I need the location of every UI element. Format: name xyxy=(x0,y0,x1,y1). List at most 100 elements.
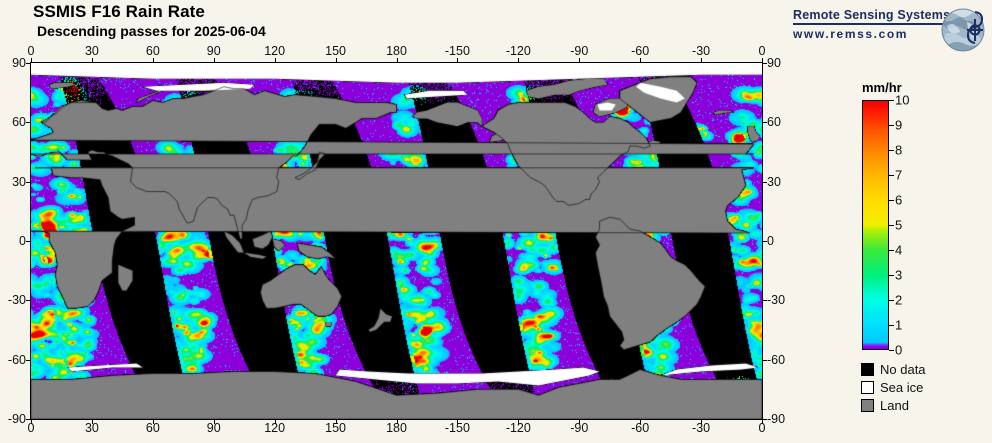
x-tick-mark xyxy=(396,419,398,424)
x-tick-mark xyxy=(518,58,520,63)
x-tick-label-bottom-9: -90 xyxy=(570,421,589,435)
y-tick-label-left-3: 0 xyxy=(19,234,26,248)
y-tick-label-left-4: -30 xyxy=(7,293,26,308)
legend-label: Land xyxy=(880,398,909,413)
x-tick-label-top-3: 90 xyxy=(206,44,221,58)
colorbar-tick-mark xyxy=(889,300,894,301)
x-tick-mark xyxy=(335,58,337,63)
colorbar-tick-mark xyxy=(889,350,894,351)
y-tick-label-right-4: -30 xyxy=(767,293,786,308)
x-tick-mark xyxy=(91,419,93,424)
colorbar-tick-mark xyxy=(889,275,894,276)
logo-divider xyxy=(793,23,945,25)
colorbar-tick-mark xyxy=(889,175,894,176)
x-tick-mark xyxy=(457,58,459,63)
x-tick-mark xyxy=(579,58,581,63)
x-tick-label-top-6: 180 xyxy=(386,44,407,58)
colorbar-tick-label-10: 10 xyxy=(895,92,910,108)
rain-rate-map[interactable] xyxy=(31,63,762,419)
y-tick-mark xyxy=(26,419,31,420)
y-tick-label-left-0: 90 xyxy=(12,56,26,70)
colorbar-tick-label-4: 4 xyxy=(895,242,903,258)
y-tick-label-right-1: 60 xyxy=(767,115,781,130)
x-tick-label-bottom-8: -120 xyxy=(505,421,531,435)
map-canvas[interactable] xyxy=(31,63,762,419)
legend-label: Sea ice xyxy=(880,380,924,395)
colorbar xyxy=(862,100,889,350)
y-tick-mark xyxy=(762,122,767,124)
y-tick-mark xyxy=(762,63,767,64)
colorbar-tick-label-8: 8 xyxy=(895,142,903,158)
page-subtitle: Descending passes for 2025-06-04 xyxy=(37,23,266,39)
y-tick-label-right-6: -90 xyxy=(767,412,786,426)
logo-website-url: www.remss.com xyxy=(793,27,909,41)
x-tick-label-bottom-1: 30 xyxy=(84,421,99,435)
y-tick-mark xyxy=(762,300,767,302)
x-tick-mark xyxy=(762,58,763,63)
title-block: SSMIS F16 Rain Rate Descending passes fo… xyxy=(33,2,266,40)
colorbar-unit-label: mm/hr xyxy=(862,80,902,95)
x-tick-mark xyxy=(31,419,32,424)
y-tick-label-left-6: -90 xyxy=(7,412,26,426)
globe-icon xyxy=(941,8,985,52)
x-tick-label-bottom-3: 90 xyxy=(206,421,221,435)
x-tick-mark xyxy=(213,58,215,63)
remss-logo[interactable]: Remote Sensing Systems www.remss.com xyxy=(793,8,989,56)
colorbar-tick-label-6: 6 xyxy=(895,192,903,208)
y-tick-mark xyxy=(762,241,767,242)
y-tick-label-right-3: 0 xyxy=(767,234,774,248)
x-tick-mark xyxy=(91,58,93,63)
legend-swatch xyxy=(861,399,874,412)
x-tick-label-bottom-12: 0 xyxy=(758,421,766,435)
x-tick-label-bottom-5: 150 xyxy=(325,421,347,435)
x-tick-label-bottom-10: -60 xyxy=(631,421,650,435)
x-tick-label-top-12: 0 xyxy=(758,44,766,58)
x-tick-label-top-11: -30 xyxy=(692,44,711,58)
legend-item-no-data: No data xyxy=(861,361,926,378)
x-tick-label-top-7: -150 xyxy=(444,44,470,58)
y-tick-mark xyxy=(26,359,31,361)
colorbar-tick-mark xyxy=(889,150,894,151)
x-tick-mark xyxy=(152,419,154,424)
colorbar-tick-label-3: 3 xyxy=(895,267,903,283)
colorbar-tick-mark xyxy=(889,325,894,326)
colorbar-tick-mark xyxy=(889,100,894,101)
page-title: SSMIS F16 Rain Rate xyxy=(33,2,205,21)
x-tick-mark xyxy=(579,419,581,424)
legend-swatch xyxy=(861,363,874,376)
x-tick-mark xyxy=(31,58,32,63)
x-tick-label-bottom-11: -30 xyxy=(692,421,711,435)
x-tick-mark xyxy=(701,419,703,424)
logo-company-name: Remote Sensing Systems xyxy=(793,8,951,22)
y-tick-label-left-1: 60 xyxy=(12,115,26,130)
y-tick-mark xyxy=(762,359,767,361)
y-tick-mark xyxy=(26,181,31,183)
colorbar-tick-label-9: 9 xyxy=(895,117,903,133)
colorbar-tick-mark xyxy=(889,250,894,251)
colorbar-tick-label-0: 0 xyxy=(895,342,903,358)
colorbar-gradient xyxy=(863,101,888,349)
x-tick-label-top-10: -60 xyxy=(631,44,650,58)
legend-item-sea-ice: Sea ice xyxy=(861,379,926,396)
colorbar-tick-label-1: 1 xyxy=(895,317,903,333)
colorbar-tick-mark xyxy=(889,225,894,226)
legend-swatch xyxy=(861,381,874,394)
x-tick-label-top-4: 120 xyxy=(264,44,286,58)
x-tick-mark xyxy=(335,419,337,424)
y-tick-mark xyxy=(762,419,767,420)
x-tick-mark xyxy=(213,419,215,424)
y-tick-label-left-5: -60 xyxy=(7,352,26,367)
x-tick-mark xyxy=(152,58,154,63)
x-tick-mark xyxy=(274,58,276,63)
colorbar-tick-mark xyxy=(889,200,894,201)
x-tick-label-bottom-2: 60 xyxy=(145,421,160,435)
x-tick-label-bottom-4: 120 xyxy=(264,421,286,435)
colorbar-tick-label-2: 2 xyxy=(895,292,903,308)
y-tick-mark xyxy=(26,63,31,64)
x-tick-mark xyxy=(396,58,398,63)
x-tick-mark xyxy=(701,58,703,63)
x-tick-label-top-5: 150 xyxy=(325,44,347,58)
colorbar-tick-label-5: 5 xyxy=(895,217,903,233)
y-tick-label-right-5: -60 xyxy=(767,352,786,367)
y-tick-mark xyxy=(26,300,31,302)
